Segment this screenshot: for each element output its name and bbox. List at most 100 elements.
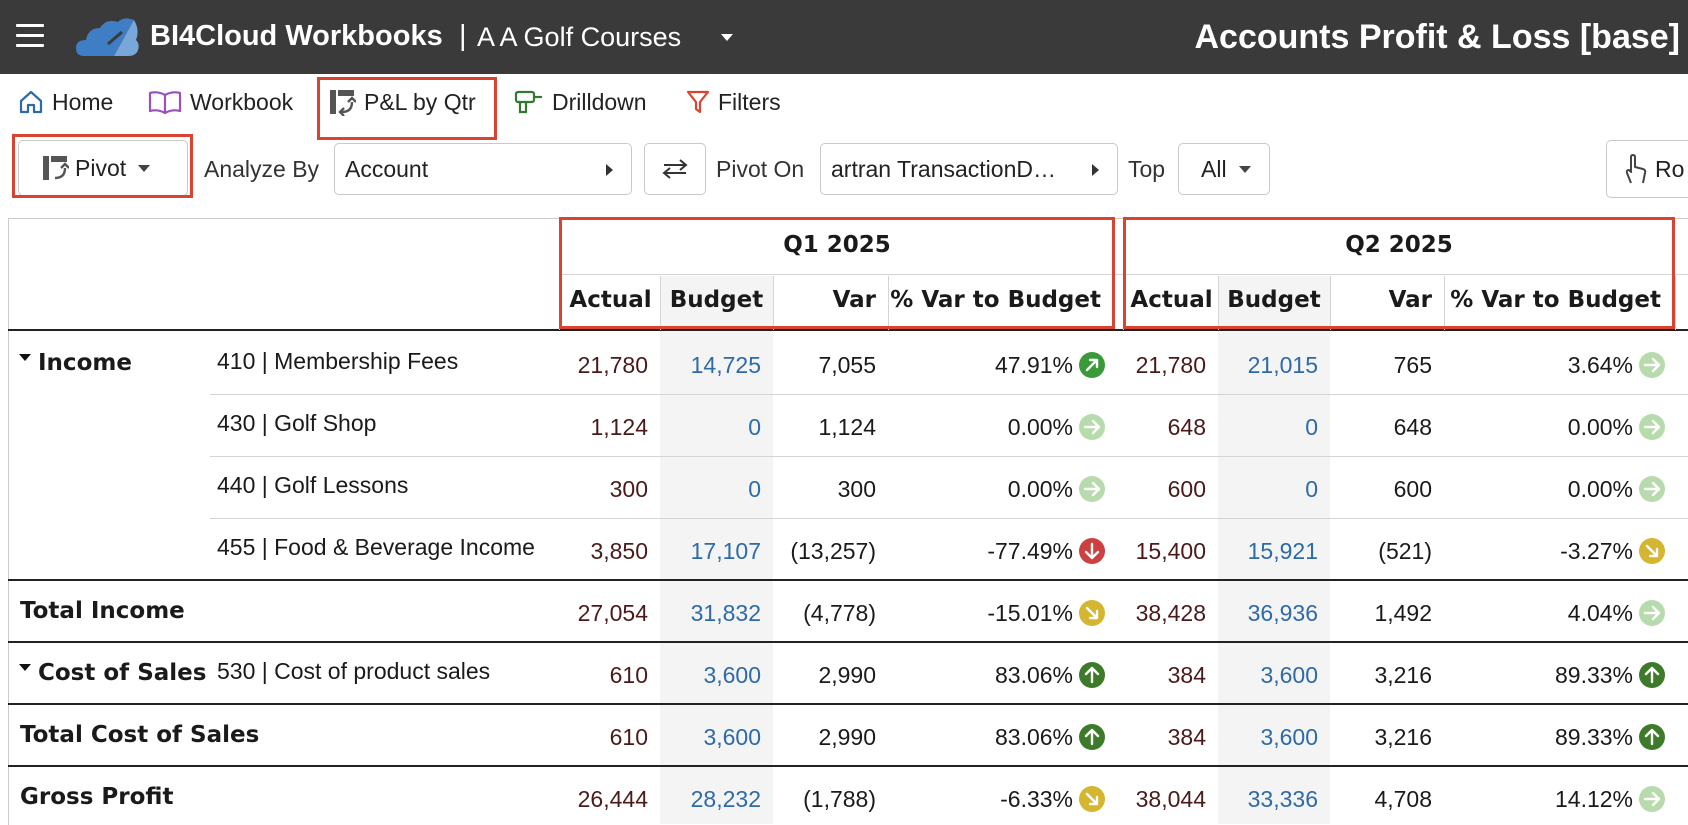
actual-value[interactable]: 648	[1167, 414, 1206, 440]
pct-var-value[interactable]: 0.00%	[1567, 414, 1633, 440]
var-value[interactable]: (4,778)	[803, 600, 876, 626]
swap-button[interactable]	[644, 143, 706, 195]
column-header[interactable]: Budget	[1227, 287, 1321, 313]
var-value[interactable]: 648	[1393, 414, 1432, 440]
row-divider	[210, 394, 1688, 395]
var-value[interactable]: 1,124	[818, 414, 876, 440]
actual-value[interactable]: 21,780	[1135, 352, 1206, 378]
pct-var-value[interactable]: 89.33%	[1554, 662, 1633, 688]
nav-workbook[interactable]: Workbook	[148, 74, 293, 130]
pct-var-value[interactable]: -3.27%	[1560, 538, 1633, 564]
budget-value[interactable]: 28,232	[690, 786, 761, 812]
nav-filters[interactable]: Filters	[686, 74, 781, 130]
pct-var-value[interactable]: -15.01%	[987, 600, 1073, 626]
budget-value[interactable]: 33,336	[1247, 786, 1318, 812]
actual-value[interactable]: 610	[609, 662, 648, 688]
column-header[interactable]: Actual	[1130, 287, 1213, 313]
actual-value[interactable]: 3,850	[590, 538, 648, 564]
quarter-header[interactable]: Q2 2025	[1345, 232, 1453, 258]
top-select[interactable]: All	[1178, 143, 1270, 195]
actual-value[interactable]: 15,400	[1135, 538, 1206, 564]
company-name[interactable]: A A Golf Courses	[477, 22, 682, 52]
column-header[interactable]: Actual	[569, 287, 652, 313]
pct-var-value[interactable]: 47.91%	[994, 352, 1073, 378]
actual-value[interactable]: 38,428	[1135, 600, 1206, 626]
row-account-label[interactable]: 430 | Golf Shop	[217, 410, 377, 436]
budget-value[interactable]: 0	[748, 476, 761, 502]
pct-var-value[interactable]: 89.33%	[1554, 724, 1633, 750]
budget-value[interactable]: 0	[748, 414, 761, 440]
pct-var-value[interactable]: 83.06%	[994, 724, 1073, 750]
column-header[interactable]: Budget	[669, 287, 764, 313]
pct-var-value[interactable]: 3.64%	[1567, 352, 1633, 378]
budget-value[interactable]: 0	[1305, 414, 1318, 440]
var-value[interactable]: (521)	[1378, 538, 1432, 564]
actual-value[interactable]: 26,444	[577, 786, 648, 812]
pct-var-value[interactable]: -77.49%	[987, 538, 1073, 564]
actual-value[interactable]: 1,124	[590, 414, 648, 440]
column-header[interactable]: Var	[832, 287, 876, 313]
column-header[interactable]: Var	[1388, 287, 1432, 313]
nav-pl-by-qtr[interactable]: P&L by Qtr	[328, 74, 476, 130]
rows-button[interactable]: Ro	[1606, 140, 1688, 198]
actual-value[interactable]: 38,044	[1135, 786, 1206, 812]
actual-value[interactable]: 610	[609, 724, 648, 750]
nav-home[interactable]: Home	[18, 74, 113, 130]
pct-var-value[interactable]: -6.33%	[1000, 786, 1073, 812]
var-value[interactable]: 7,055	[818, 352, 876, 378]
budget-value[interactable]: 3,600	[703, 724, 761, 750]
budget-value[interactable]: 0	[1305, 476, 1318, 502]
actual-value[interactable]: 384	[1167, 662, 1206, 688]
budget-value[interactable]: 3,600	[1260, 662, 1318, 688]
pct-var-value[interactable]: 0.00%	[1007, 476, 1073, 502]
actual-value[interactable]: 384	[1167, 724, 1206, 750]
budget-value[interactable]: 14,725	[690, 352, 761, 378]
var-value[interactable]: 300	[837, 476, 876, 502]
row-group-label[interactable]: Cost of Sales	[38, 660, 207, 686]
row-group-label[interactable]: Gross Profit	[20, 784, 174, 810]
var-value[interactable]: (1,788)	[803, 786, 876, 812]
budget-value[interactable]: 15,921	[1247, 538, 1318, 564]
row-account-label[interactable]: 530 | Cost of product sales	[217, 658, 491, 684]
quarter-header[interactable]: Q1 2025	[783, 232, 891, 258]
var-value[interactable]: 2,990	[818, 724, 876, 750]
collapse-caret-icon[interactable]	[19, 354, 31, 361]
var-value[interactable]: 765	[1393, 352, 1432, 378]
budget-value[interactable]: 3,600	[703, 662, 761, 688]
var-value[interactable]: (13,257)	[790, 538, 876, 564]
row-group-label[interactable]: Total Income	[20, 598, 185, 624]
column-header[interactable]: % Var to Budget	[1450, 287, 1661, 313]
column-header[interactable]: % Var to Budget	[890, 287, 1101, 313]
actual-value[interactable]: 21,780	[577, 352, 648, 378]
var-value[interactable]: 2,990	[818, 662, 876, 688]
var-value[interactable]: 600	[1393, 476, 1432, 502]
nav-drilldown[interactable]: Drilldown	[514, 74, 647, 130]
budget-value[interactable]: 21,015	[1247, 352, 1318, 378]
actual-value[interactable]: 27,054	[577, 600, 648, 626]
pct-var-value[interactable]: 4.04%	[1567, 600, 1633, 626]
pct-var-value[interactable]: 14.12%	[1554, 786, 1633, 812]
var-value[interactable]: 1,492	[1374, 600, 1432, 626]
pct-var-value[interactable]: 0.00%	[1007, 414, 1073, 440]
actual-value[interactable]: 600	[1167, 476, 1206, 502]
var-value[interactable]: 4,708	[1374, 786, 1432, 812]
row-group-label[interactable]: Income	[38, 350, 132, 376]
row-group-label[interactable]: Total Cost of Sales	[20, 722, 260, 748]
row-account-label[interactable]: 455 | Food & Beverage Income	[217, 534, 535, 560]
budget-value[interactable]: 17,107	[690, 538, 761, 564]
pivot-on-select[interactable]: artran TransactionD…	[820, 143, 1118, 195]
collapse-caret-icon[interactable]	[19, 664, 31, 671]
actual-value[interactable]: 300	[609, 476, 648, 502]
budget-value[interactable]: 36,936	[1247, 600, 1318, 626]
pct-var-value[interactable]: 0.00%	[1567, 476, 1633, 502]
row-account-label[interactable]: 440 | Golf Lessons	[217, 472, 409, 498]
pct-var-value[interactable]: 83.06%	[994, 662, 1073, 688]
var-value[interactable]: 3,216	[1374, 724, 1432, 750]
analyze-by-select[interactable]: Account	[334, 143, 632, 195]
var-value[interactable]: 3,216	[1374, 662, 1432, 688]
budget-value[interactable]: 31,832	[690, 600, 761, 626]
budget-value[interactable]: 3,600	[1260, 724, 1318, 750]
hamburger-menu-icon[interactable]	[16, 24, 44, 48]
company-dropdown-caret-icon[interactable]	[721, 34, 733, 41]
row-account-label[interactable]: 410 | Membership Fees	[217, 348, 459, 374]
